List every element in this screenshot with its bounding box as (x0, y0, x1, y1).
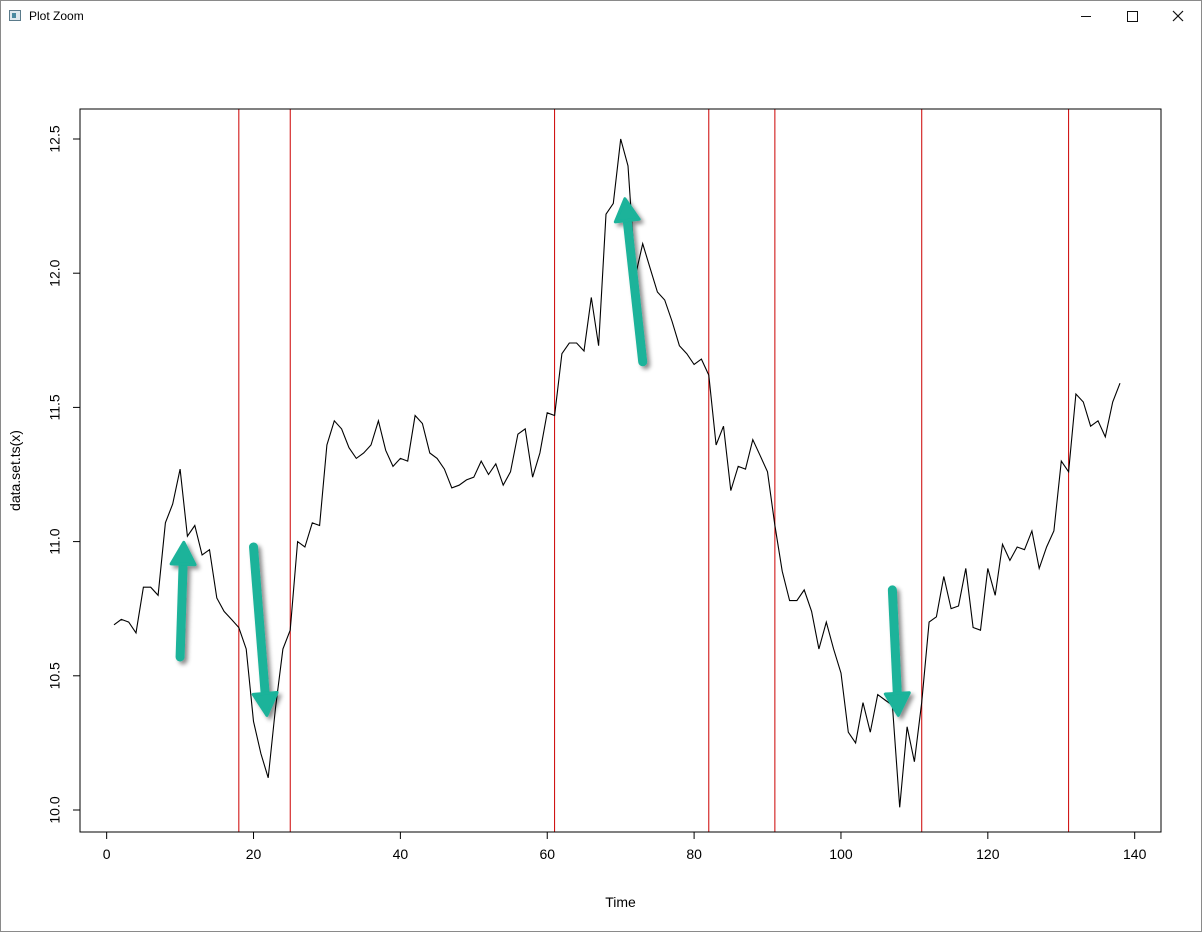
x-tick-label: 80 (686, 846, 702, 862)
maximize-icon (1126, 10, 1138, 22)
close-icon (1172, 10, 1184, 22)
vertical-lines (238, 109, 1070, 832)
title-bar[interactable]: Plot Zoom (1, 1, 1201, 31)
plot-area: 0 20 40 60 80 100 120 140 10.0 10.5 11.0 11.5 12.0 1… (1, 31, 1201, 931)
y-tick-label: 11.5 (47, 394, 63, 420)
window-title: Plot Zoom (29, 9, 84, 23)
y-tick-label: 12.0 (47, 259, 63, 286)
close-button[interactable] (1155, 1, 1201, 31)
x-tick-label: 40 (393, 846, 409, 862)
arrow-up-1 (169, 540, 197, 662)
x-tick-label: 100 (829, 846, 853, 862)
x-tick-label: 140 (1123, 846, 1147, 862)
x-axis-label: Time (605, 894, 636, 910)
arrow-down-2 (883, 585, 911, 717)
series-line (113, 138, 1121, 808)
y-tick-label: 11.0 (47, 528, 63, 554)
plot-app-icon (9, 10, 21, 21)
maximize-button[interactable] (1109, 1, 1155, 31)
annotations (169, 197, 911, 717)
arrow-up-2 (613, 197, 648, 367)
x-tick-label: 120 (976, 846, 1000, 862)
minimize-button[interactable] (1063, 1, 1109, 31)
y-axis-label: data.set.ts(x) (7, 430, 23, 511)
x-tick-label: 60 (539, 846, 555, 862)
y-axis: 10.0 10.5 11.0 11.5 12.0 12.5 (47, 125, 81, 824)
x-tick-label: 20 (246, 846, 262, 862)
minimize-icon (1081, 16, 1091, 17)
x-axis: 0 20 40 60 80 100 120 140 (103, 831, 1147, 862)
arrow-down-1 (249, 542, 279, 717)
y-tick-label: 10.5 (47, 662, 63, 689)
x-tick-label: 0 (103, 846, 111, 862)
series (113, 138, 1121, 808)
y-tick-label: 12.5 (47, 125, 63, 152)
y-tick-label: 10.0 (47, 796, 63, 823)
line-chart: 0 20 40 60 80 100 120 140 10.010.511.011.512.01… (7, 108, 1162, 910)
